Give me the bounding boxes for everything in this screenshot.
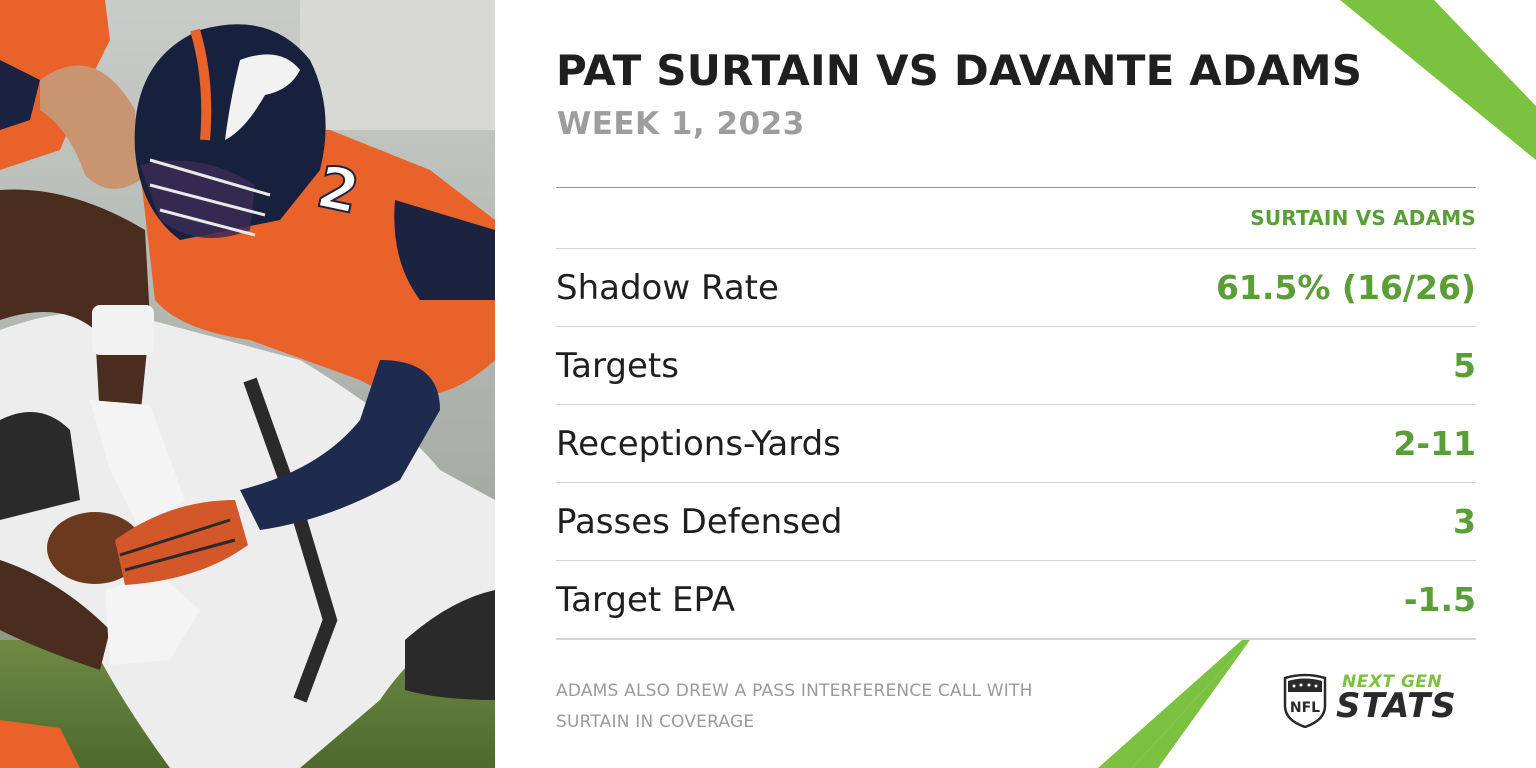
column-header: SURTAIN VS ADAMS — [1250, 206, 1476, 230]
row-label: Shadow Rate — [556, 267, 779, 308]
row-value: 61.5% (16/26) — [1215, 268, 1476, 307]
table-header: SURTAIN VS ADAMS — [556, 188, 1476, 249]
row-value: 3 — [1453, 502, 1476, 541]
table-row: Receptions-Yards 2-11 — [556, 405, 1476, 483]
row-label: Receptions-Yards — [556, 423, 841, 464]
next-gen-stats-logo: NFL NEXT GEN STATS — [1282, 672, 1482, 730]
row-value: -1.5 — [1403, 580, 1476, 619]
footnote-line-2: SURTAIN IN COVERAGE — [556, 712, 755, 732]
stats-text: STATS — [1336, 686, 1457, 726]
stats-table: SURTAIN VS ADAMS Shadow Rate 61.5% (16/2… — [556, 187, 1476, 640]
page-title: PAT SURTAIN VS DAVANTE ADAMS — [556, 46, 1363, 95]
table-top-rule — [556, 187, 1476, 188]
player-photo: 2 — [0, 0, 495, 768]
table-row: Targets 5 — [556, 327, 1476, 405]
row-label: Target EPA — [556, 579, 736, 620]
accent-stripe-top-right — [1340, 0, 1536, 160]
nfl-shield-icon: NFL — [1283, 673, 1327, 728]
row-label: Passes Defensed — [556, 501, 843, 542]
row-value: 5 — [1453, 346, 1476, 385]
row-label: Targets — [556, 345, 679, 386]
page-subtitle: WEEK 1, 2023 — [557, 106, 805, 142]
row-value: 2-11 — [1393, 424, 1476, 463]
table-row: Shadow Rate 61.5% (16/26) — [556, 249, 1476, 327]
footnote-line-1: ADAMS ALSO DREW A PASS INTERFERENCE CALL… — [556, 681, 1033, 701]
next-gen-text: NEXT GEN — [1342, 672, 1443, 692]
accent-stripe-bottom — [1098, 640, 1250, 768]
shield-text: NFL — [1290, 700, 1320, 716]
footnote: ADAMS ALSO DREW A PASS INTERFERENCE CALL… — [556, 676, 1156, 738]
table-row: Target EPA -1.5 — [556, 561, 1476, 640]
table-row: Passes Defensed 3 — [556, 483, 1476, 561]
